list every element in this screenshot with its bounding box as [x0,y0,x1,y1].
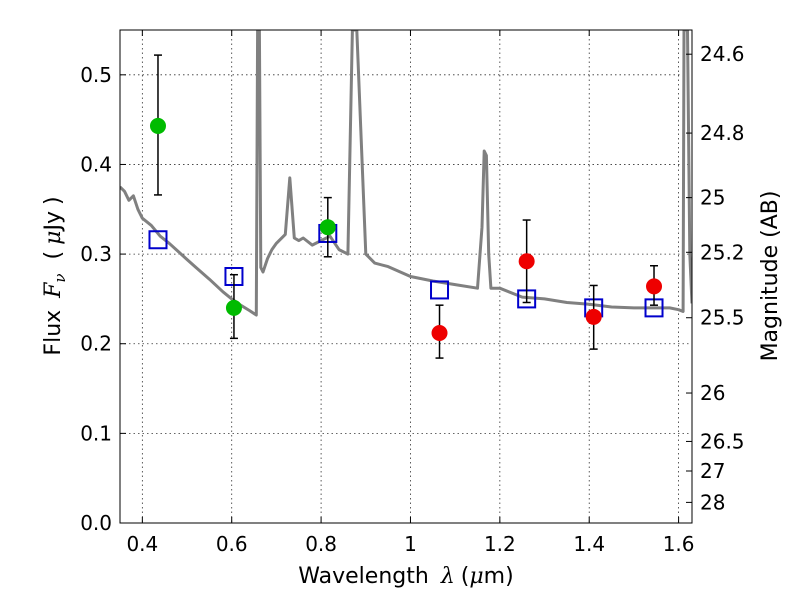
y-tick-label: 0.0 [80,511,112,535]
y2-tick-label: 27 [700,459,725,483]
nir-photometry-point [431,324,448,341]
nir-photometry-point [518,253,535,270]
y2-tick-label: 25.2 [700,240,745,264]
y2-tick-label: 26.5 [700,429,745,453]
model-photometry-square [430,280,450,300]
y2-tick-label: 24.6 [700,42,745,66]
y-axis-label: FluxFν(μJy) [41,196,69,355]
y-tick-label: 0.3 [80,242,112,266]
y2-tick-label: 25 [700,186,725,210]
x-axis-label: Wavelength λ (μm) [298,564,513,589]
optical-photometry-point [149,117,166,134]
y-tick-label: 0.2 [80,332,112,356]
x-tick-label: 1.2 [484,532,516,556]
x-tick-label: 0.8 [305,532,337,556]
y-tick-label: 0.5 [80,63,112,87]
x-tick-label: 0.4 [126,532,158,556]
optical-photometry-point [319,219,336,236]
y-tick-label: 0.4 [80,152,112,176]
nir-photometry-point [585,308,602,325]
plot-area [120,30,692,359]
plot-frame [119,29,693,524]
x-tick-label: 0.6 [216,532,248,556]
x-tick-label: 1.4 [573,532,605,556]
x-tick-label: 1 [404,532,417,556]
axes: 0.4 0.6 0.8 1 1.2 1.4 1.6 0.0 0.1 0.2 0.3 0.4 0.5 24.… [80,30,745,556]
model-photometry-square [148,230,168,250]
y2-tick-label: 28 [700,490,725,514]
y2-tick-label: 25.5 [700,306,745,330]
y2-axis-label: Magnitude (AB) [758,191,783,362]
x-tick-label: 1.6 [663,532,695,556]
optical-photometry-point [225,299,242,316]
y2-tick-label: 24.8 [700,121,745,145]
sed-model-line [120,30,692,317]
nir-photometry-point [646,278,663,295]
grid-lines [120,30,692,524]
y-tick-label: 0.1 [80,421,112,445]
y2-tick-label: 26 [700,381,725,405]
